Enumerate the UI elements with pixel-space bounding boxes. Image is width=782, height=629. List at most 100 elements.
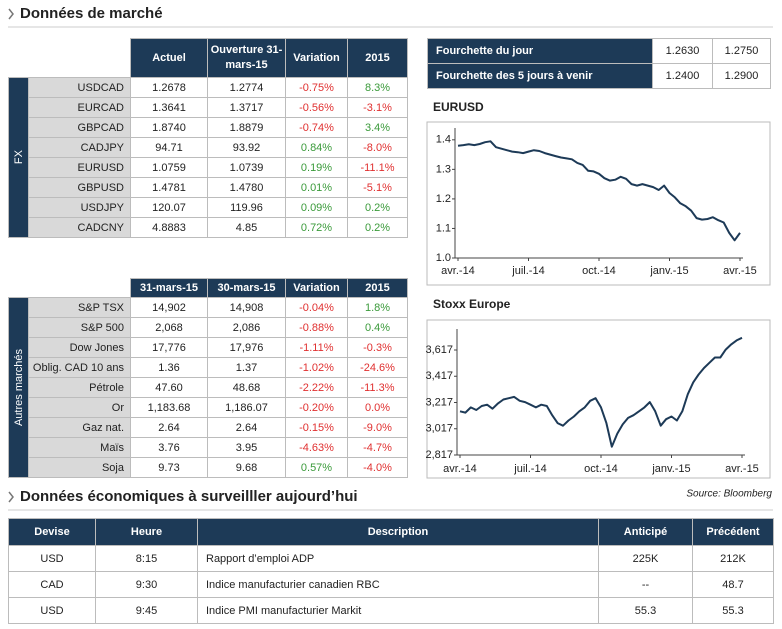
cell: -4.7% [347,437,408,458]
row-label: USDJPY [28,197,131,218]
column-header: 30-mars-15 [207,278,286,298]
cell: Rapport d’emploi ADP [197,545,599,572]
cell: 1.8% [347,297,408,318]
row-label: GBPUSD [28,177,131,198]
chart-title: EURUSD [433,100,484,114]
x-tick-label: oct.-14 [582,265,616,277]
cell: -0.74% [285,117,348,138]
y-tick-label: 1.3 [436,163,451,175]
cell: -- [598,571,693,598]
row: Or 1,183.68 1,186.07 -0.20% 0.0% [9,397,408,418]
x-tick-label: avr.-15 [725,463,759,475]
row-label: Or [28,397,131,418]
cell: 0.01% [285,177,348,198]
cell: USD [8,597,96,624]
row-label: Fourchette des 5 jours à venir [427,63,653,89]
cell: -11.1% [347,157,408,178]
chart-frame [426,319,771,479]
row: CADJPY 94.71 93.92 0.84% -8.0% [9,137,408,158]
row: GBPCAD 1.8740 1.8879 -0.74% 3.4% [9,117,408,138]
y-tick-label: 1.4 [436,134,451,146]
row: Maïs 3.76 3.95 -4.63% -4.7% [9,437,408,458]
cell: 1.2400 [652,63,713,89]
cell: 120.07 [130,197,208,218]
row-label: Oblig. CAD 10 ans [28,357,131,378]
cell: 2,086 [207,317,286,338]
cell: 1.4781 [130,177,208,198]
cell: 0.19% [285,157,348,178]
cell: -4.0% [347,457,408,478]
y-tick-label: 3,617 [425,344,453,356]
cell: -0.04% [285,297,348,318]
row: Gaz nat. 2.64 2.64 -0.15% -9.0% [9,417,408,438]
cell: 1.0759 [130,157,208,178]
header-row: Devise Heure Description Anticipé Précédent [8,518,774,546]
y-tick-label: 1.1 [436,222,451,234]
cell: -11.3% [347,377,408,398]
row-label: CADCNY [28,217,131,238]
column-header: Précédent [692,518,774,546]
y-tick-label: 1.2 [436,193,451,205]
column-header: 2015 [347,38,408,78]
row-label: Soja [28,457,131,478]
x-tick-label: juil.-14 [511,265,544,277]
cell: 1.36 [130,357,208,378]
cell: 9:45 [95,597,198,624]
x-tick-label: oct.-14 [584,463,618,475]
group-label: FX [12,150,25,165]
cell: 1.8879 [207,117,286,138]
cell: 212K [692,545,774,572]
row: GBPUSD 1.4781 1.4780 0.01% -5.1% [9,177,408,198]
row-label: Gaz nat. [28,417,131,438]
row: USD 8:15 Rapport d’emploi ADP 225K 212K [8,545,774,572]
cell: 1.37 [207,357,286,378]
cell: 93.92 [207,137,286,158]
cell: 3.95 [207,437,286,458]
column-header: Variation [285,38,348,78]
column-header: Anticipé [598,518,693,546]
column-header: Heure [95,518,198,546]
cell: 225K [598,545,693,572]
header-row: 31-mars-15 30-mars-15 Variation 2015 [9,278,408,298]
row-label: GBPCAD [28,117,131,138]
section-title: Données économiques à surveilller aujour… [20,488,358,505]
cell: 1.0739 [207,157,286,178]
cell: 0.57% [285,457,348,478]
cell: 1.4780 [207,177,286,198]
row: EURCAD 1.3641 1.3717 -0.56% -3.1% [9,97,408,118]
cell: Indice PMI manufacturier Markit [197,597,599,624]
cell: 2,068 [130,317,208,338]
cell: 1.2630 [652,38,713,64]
row-label: USDCAD [28,77,131,98]
y-tick-label: 2,817 [425,449,453,461]
cell: 14,908 [207,297,286,318]
cell: -3.1% [347,97,408,118]
cell: 1.8740 [130,117,208,138]
group-cell: FX [8,77,29,238]
blank [9,39,131,78]
row: S&P 500 2,068 2,086 -0.88% 0.4% [9,317,408,338]
markets-table: 31-mars-15 30-mars-15 Variation 2015 Autres … [8,278,408,478]
row-label: Fourchette du jour [427,38,653,64]
cell: -24.6% [347,357,408,378]
cell: 0.2% [347,217,408,238]
cell: 47.60 [130,377,208,398]
cell: 2.64 [130,417,208,438]
cell: 0.84% [285,137,348,158]
x-tick-label: janv.-15 [651,463,690,475]
cell: 0.72% [285,217,348,238]
chevron [8,8,14,20]
cell: 8:15 [95,545,198,572]
y-tick-label: 3,417 [425,370,453,382]
cell: 4.8883 [130,217,208,238]
line-series [459,336,743,448]
cell: 1.2678 [130,77,208,98]
cell: 1.3717 [207,97,286,118]
row: Fourchette du jour 1.2630 1.2750 [427,38,771,64]
row: Oblig. CAD 10 ans 1.36 1.37 -1.02% -24.6% [9,357,408,378]
y-tick-label: 3,017 [425,423,453,435]
column-header: Actuel [130,38,208,78]
source: Source: Bloomberg [686,489,772,500]
row-label: S&P TSX [28,297,131,318]
